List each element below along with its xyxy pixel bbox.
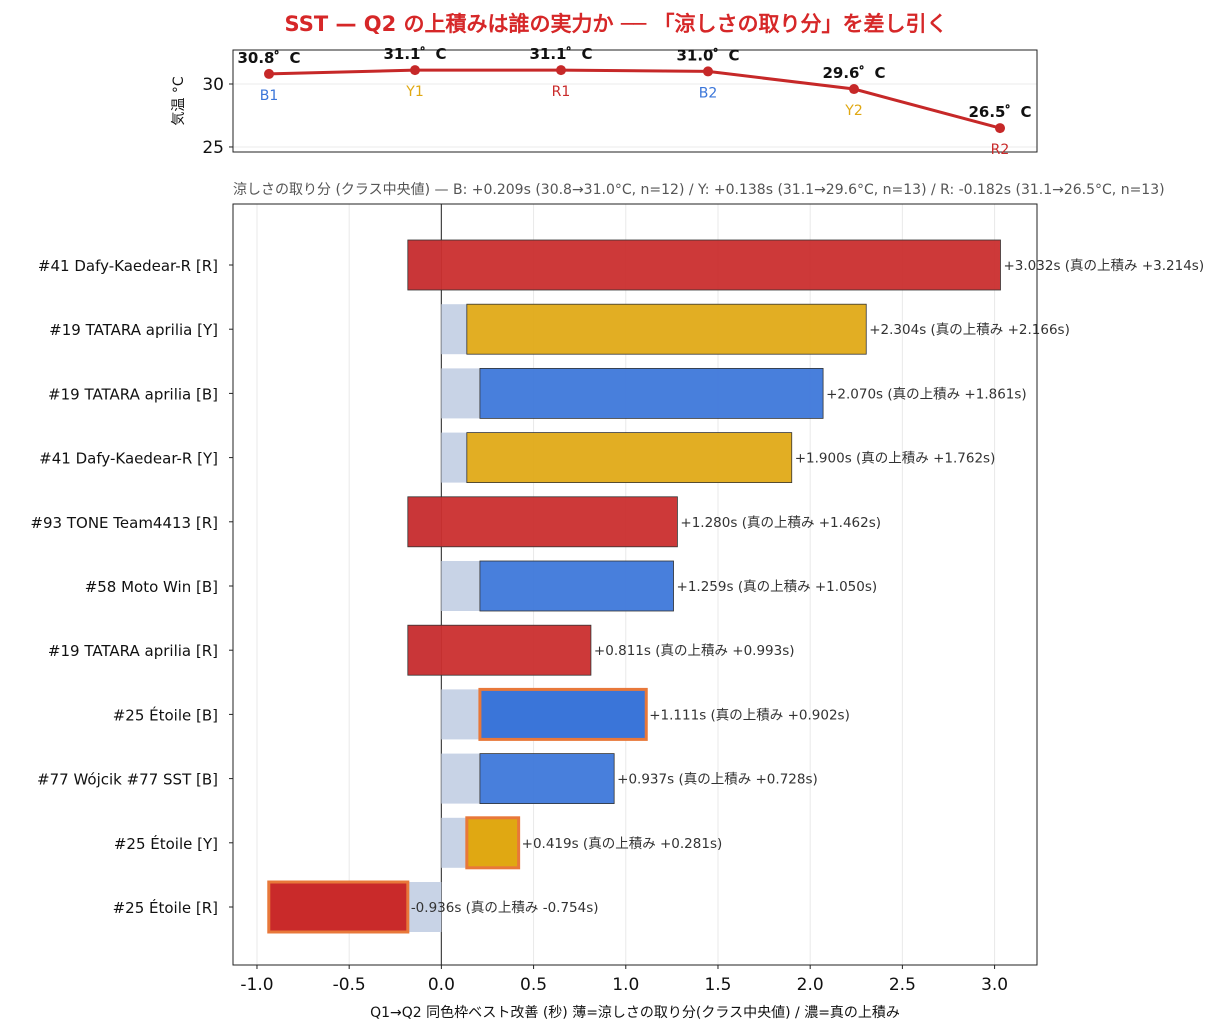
temp-ytick-label: 30 (202, 75, 224, 95)
temp-value-label: 30.8゜C (237, 49, 300, 67)
bar-xtick-label: 1.0 (612, 975, 639, 995)
session-label: R1 (552, 84, 571, 100)
row-label: #58 Moto Win [B] (85, 578, 218, 596)
temp-value-label: 31.1゜C (529, 45, 592, 63)
bar-xlabel: Q1→Q2 同色枠ベスト改善 (秒) 薄=涼しさの取り分(クラス中央値) / 濃… (370, 1004, 900, 1021)
bar-annotation: +1.280s (真の上積み +1.462s) (680, 515, 881, 531)
bar-xtick-label: 2.0 (797, 975, 824, 995)
temp-point (410, 65, 420, 76)
temp-value-label: 31.0゜C (676, 46, 739, 64)
temp-ylabel: 気温 °C (171, 76, 187, 125)
row-label: #41 Dafy-Kaedear-R [R] (38, 257, 218, 275)
temp-point (703, 66, 713, 77)
bar-annotation: -0.936s (真の上積み -0.754s) (411, 900, 599, 916)
bar-annotation: +1.900s (真の上積み +1.762s) (795, 451, 996, 467)
temp-value-label: 29.6゜C (822, 64, 885, 82)
temp-point (995, 123, 1005, 134)
true-gain-bar (466, 303, 867, 355)
true-gain-bar (479, 560, 674, 612)
bar-annotation: +0.419s (真の上積み +0.281s) (522, 836, 723, 852)
chart-title: SST — Q2 の上積みは誰の実力か ── 「涼しさの取り分」を差し引く (284, 12, 948, 36)
bar-xtick-label: 0.5 (520, 975, 547, 995)
cool-share-bar (441, 368, 480, 419)
true-gain-bar (407, 239, 1001, 291)
true-gain-bar (479, 367, 824, 419)
cool-share-bar (441, 689, 480, 740)
session-label: B1 (260, 88, 279, 104)
bar-xtick-label: 1.5 (704, 975, 731, 995)
session-label: Y2 (844, 103, 862, 119)
cool-share-bar (441, 817, 467, 868)
session-label: B2 (699, 85, 718, 101)
row-label: #25 Étoile [Y] (114, 834, 218, 853)
bar-annotation: +2.304s (真の上積み +2.166s) (869, 322, 1070, 338)
cool-share-bar (441, 432, 467, 483)
bar-xtick-label: 0.0 (428, 975, 455, 995)
row-label: #41 Dafy-Kaedear-R [Y] (39, 450, 218, 468)
temp-value-label: 26.5゜C (968, 103, 1031, 121)
true-gain-bar (465, 816, 521, 870)
true-gain-bar (407, 496, 678, 548)
row-label: #19 TATARA aprilia [Y] (49, 321, 218, 339)
true-gain-bar (478, 687, 648, 741)
bar-xtick-label: 3.0 (981, 975, 1008, 995)
true-gain-bar (267, 880, 410, 934)
cool-share-bar (441, 304, 467, 355)
cool-share-bar (441, 561, 480, 611)
true-gain-bar (466, 432, 793, 484)
temp-ytick-label: 25 (202, 138, 224, 158)
bar-annotation: +1.259s (真の上積み +1.050s) (677, 579, 878, 595)
temp-point (264, 68, 274, 79)
true-gain-bar (479, 753, 615, 804)
row-label: #77 Wójcik #77 SST [B] (37, 771, 218, 789)
temp-series-line (268, 68, 1001, 130)
temp-point (556, 65, 566, 76)
temp-plot-frame (232, 49, 1038, 153)
bar-annotation: +0.811s (真の上積み +0.993s) (594, 643, 795, 659)
session-label: Y1 (405, 84, 423, 100)
bar-plot-frame (232, 203, 1038, 966)
bar-xtick-label: -1.0 (240, 975, 273, 995)
bar-annotation: +3.032s (真の上積み +3.214s) (1003, 258, 1204, 274)
bar-annotation: +0.937s (真の上積み +0.728s) (617, 772, 818, 788)
bar-annotation: +2.070s (真の上積み +1.861s) (826, 386, 1027, 402)
bar-xtick-label: 2.5 (889, 975, 916, 995)
temp-point (849, 84, 859, 95)
row-label: #93 TONE Team4413 [R] (30, 514, 218, 532)
true-gain-bar (407, 624, 592, 676)
bar-xtick-label: -0.5 (333, 975, 366, 995)
bar-annotation: +1.111s (真の上積み +0.902s) (649, 707, 850, 723)
session-label: R2 (991, 142, 1010, 158)
cool-share-subtitle: 涼しさの取り分 (クラス中央値) — B: +0.209s (30.8→31.0… (233, 182, 1165, 198)
row-label: #19 TATARA aprilia [B] (48, 385, 218, 403)
row-label: #25 Étoile [B] (113, 705, 218, 724)
cool-share-bar (441, 753, 480, 804)
row-label: #25 Étoile [R] (113, 898, 218, 917)
improvement-bar-chart: +3.032s (真の上積み +3.214s) #41 Dafy-Kaedear-… (30, 203, 1204, 1021)
cool-share-bar (407, 882, 442, 932)
temp-value-label: 31.1゜C (383, 45, 446, 63)
row-label: #19 TATARA aprilia [R] (48, 642, 218, 660)
temperature-line-chart: 25 30 気温 °C 30.8゜C B1 31.1゜C Y1 31.1゜C R1 31.0゜C B… (171, 45, 1038, 158)
